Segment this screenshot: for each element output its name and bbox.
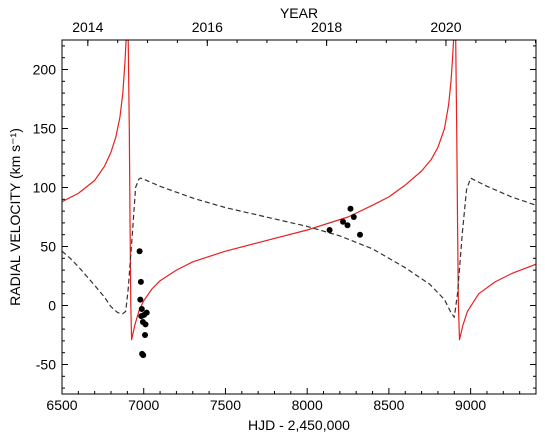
plot-frame [61,39,537,395]
x-tick-label: 7500 [210,397,241,413]
x-tick-label: 8000 [292,397,323,413]
x-axis-title: HJD - 2,450,000 [248,417,350,433]
data-point [137,296,144,303]
y-tick-label: 0 [48,298,56,314]
y-tick-label: -50 [36,357,56,373]
x-tick-label: 8500 [373,397,404,413]
y-tick-label: 200 [33,62,57,78]
year-tick-label: 2016 [192,19,223,35]
tick-layer: 6500 7000 7500 8000 8500 9000 -50 0 50 100 150 200 2… [33,19,537,413]
data-point [139,319,146,325]
x-tick-label: 6500 [46,397,77,413]
x-tick-label: 7000 [128,397,159,413]
year-tick-label: 2018 [311,19,342,35]
x-tick-label: 9000 [455,397,486,413]
secondary-velocity-curve [62,177,536,318]
data-point [357,231,363,238]
data-point [142,332,148,338]
year-tick-label: 2014 [72,19,103,35]
y-tick-label: 150 [33,121,57,137]
data-point [138,306,145,312]
y-tick-label: 50 [40,239,56,255]
data-point [340,218,346,225]
data-point [137,278,144,285]
curve-layer [62,40,536,341]
year-tick-label: 2020 [430,19,461,35]
primary-velocity-curve [62,40,536,341]
data-point [347,205,354,212]
y-axis-title: RADIAL VELOCITY (km s⁻¹) [7,128,23,306]
points-layer [136,205,363,359]
data-point [326,227,333,233]
top-axis-title: YEAR [280,5,318,21]
data-point [140,352,147,359]
data-point [143,309,150,316]
data-point [350,214,357,220]
y-tick-label: 100 [33,180,57,196]
data-point [344,222,351,229]
data-point [136,248,143,255]
